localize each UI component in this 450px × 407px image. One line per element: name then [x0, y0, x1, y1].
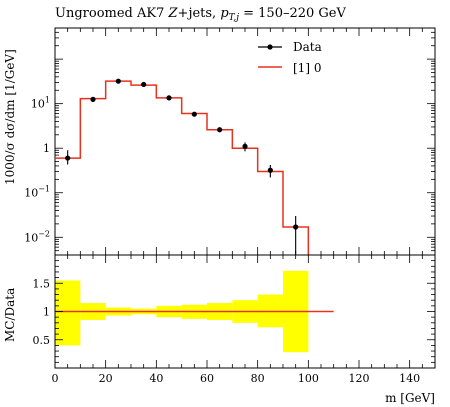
x-axis-label: m [GeV] [385, 391, 435, 405]
data-point [267, 167, 273, 173]
data-point [141, 81, 147, 88]
main-y-tick-label: 10−2 [24, 229, 50, 244]
main-plot-frame [54, 27, 436, 256]
ratio-panel: 0.5 1 1.5 0 20 40 60 80 100 120 140 [33, 254, 436, 385]
legend-data-marker [267, 44, 273, 50]
main-y-axis-label: 1000/σ dσ/dm [1/GeV] [3, 49, 17, 185]
data-point [242, 143, 248, 149]
x-tick-label: 140 [399, 372, 420, 385]
ratio-uncertainty-band [55, 280, 81, 346]
mc-histogram-line [55, 80, 310, 255]
x-tick-label: 120 [349, 372, 370, 385]
main-y-tick-label: 10−1 [24, 185, 50, 200]
main-y-tick-label: 101 [31, 96, 50, 111]
x-tick-label: 40 [149, 372, 163, 385]
ratio-y-tick-label: 1.5 [33, 277, 51, 290]
x-tick-label: 60 [200, 372, 214, 385]
x-tick-label: 80 [251, 372, 265, 385]
data-point [191, 111, 197, 117]
data-point [115, 78, 121, 84]
data-point [293, 224, 299, 230]
ratio-y-tick-label: 0.5 [33, 334, 51, 347]
data-point [166, 95, 172, 101]
chart-title: Ungroomed AK7 Z+jets, pT,j = 150–220 GeV [55, 6, 346, 23]
main-panel: 10−2 10−1 1 101 [24, 27, 436, 256]
ratio-y-axis-label: MC/Data [3, 288, 17, 342]
x-tick-label: 20 [99, 372, 113, 385]
data-point [65, 155, 71, 161]
legend-data-label: Data [293, 40, 322, 54]
x-tick-label: 100 [298, 372, 319, 385]
data-point [90, 96, 96, 102]
x-tick-label: 0 [52, 372, 59, 385]
legend: Data [1] 0 [258, 40, 322, 75]
data-point [217, 127, 223, 133]
main-y-tick-label: 1 [43, 142, 50, 155]
legend-mc-label: [1] 0 [293, 61, 321, 75]
ratio-y-tick-label: 1 [43, 306, 50, 319]
